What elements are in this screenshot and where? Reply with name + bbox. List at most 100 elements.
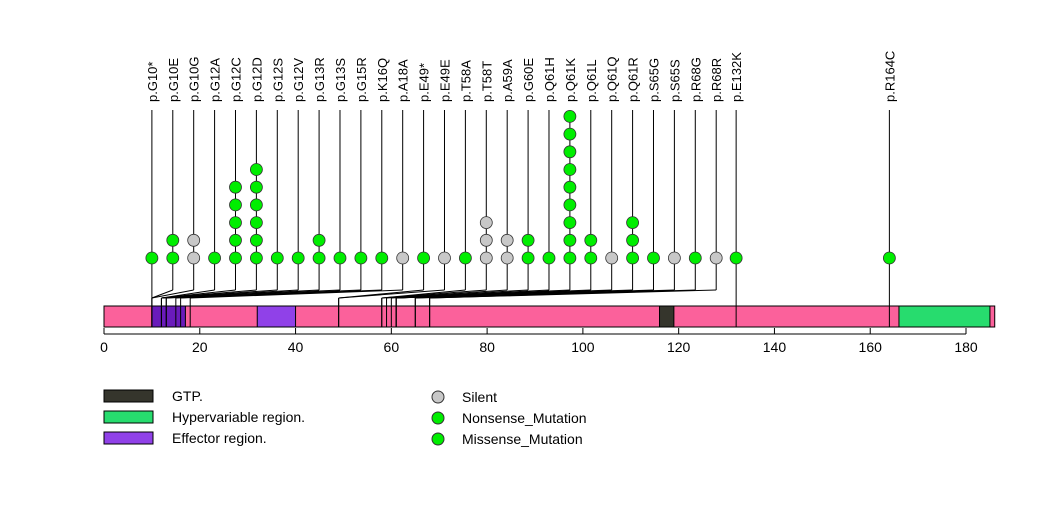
mutation-label: p.G12S: [270, 58, 285, 102]
axis-tick-label: 140: [763, 339, 787, 355]
mutation-label: p.G10*: [145, 62, 160, 102]
mutation-point: [709, 251, 723, 265]
domain-effector-region: [256, 305, 297, 328]
mutation-point: [563, 145, 577, 159]
domain-gtp: [659, 305, 675, 328]
mutation-point: [208, 251, 221, 265]
mutation-label: p.K16Q: [375, 58, 390, 102]
mutation-point: [729, 251, 743, 265]
mutation-point: [500, 233, 514, 247]
mutation-point: [396, 251, 410, 265]
mutation-label: p.T58T: [479, 61, 494, 102]
mutation-point: [500, 251, 514, 265]
mutation-label: p.G10G: [187, 56, 202, 102]
mutation-point: [312, 251, 326, 265]
axis-tick-label: 0: [100, 339, 108, 355]
mutation-point: [563, 216, 577, 230]
mutation-label: p.Q61Q: [605, 56, 620, 102]
mutation-label: p.Q61H: [542, 57, 557, 102]
mutation-point: [882, 251, 896, 265]
mutation-point: [249, 180, 263, 194]
axis-tick-label: 120: [667, 339, 691, 355]
axis-tick-label: 60: [384, 339, 400, 355]
mutation-label: p.E132K: [729, 52, 744, 102]
mutation-point: [605, 251, 619, 265]
mutation-point: [647, 251, 660, 265]
mutation-label: p.E49E: [437, 59, 452, 102]
legend-swatch: [103, 410, 154, 424]
mutation-point: [375, 251, 389, 265]
stem-connector: [338, 289, 445, 299]
axis-tick-label: 80: [479, 339, 495, 355]
axis-tick-label: 20: [192, 339, 208, 355]
mutation-label: p.G13S: [333, 58, 348, 102]
mutation-point: [166, 233, 180, 247]
mutation-point: [542, 251, 556, 265]
mutation-point: [145, 251, 159, 265]
mutation-label: p.Q61L: [584, 59, 599, 102]
axis-tick-label: 180: [954, 339, 978, 355]
mutation-point: [291, 251, 305, 265]
mutation-label: p.G15R: [354, 57, 369, 102]
mutation-point: [249, 216, 263, 230]
mutation-point: [229, 233, 242, 247]
legend-label: Hypervariable region.: [172, 409, 305, 425]
mutation-label: p.T58A: [458, 60, 473, 102]
legend-swatch: [103, 431, 154, 445]
mutation-point: [626, 233, 639, 247]
mutation-point: [521, 233, 535, 247]
mutation-point: [667, 251, 681, 265]
mutation-point: [438, 251, 451, 265]
axis-tick-label: 40: [288, 339, 304, 355]
mutation-point: [688, 251, 702, 265]
mutation-label: p.A18A: [396, 59, 411, 102]
stem-connector: [151, 289, 194, 299]
mutation-point: [626, 251, 639, 265]
stem-connector: [396, 289, 633, 299]
mutation-label: p.R68G: [688, 57, 703, 102]
mutation-point: [458, 251, 472, 265]
mutation-point: [229, 180, 242, 194]
backbone-bar: [103, 305, 996, 328]
domain-hypervariable-region: [898, 305, 991, 328]
mutation-point: [626, 216, 639, 230]
legend-point: [431, 411, 445, 425]
mutation-label: p.S65S: [667, 59, 682, 102]
mutation-point: [584, 233, 598, 247]
mutation-point: [563, 163, 577, 176]
axis-tick-label: 160: [859, 339, 883, 355]
stem-connector: [429, 289, 717, 299]
mutation-point: [166, 251, 180, 265]
mutation-label: p.G12A: [208, 58, 223, 102]
mutation-label: p.E49*: [417, 63, 432, 102]
legend-label: Missense_Mutation: [462, 431, 583, 447]
mutation-point: [229, 216, 242, 230]
mutation-label: p.G60E: [521, 58, 536, 102]
stems-layer: [151, 110, 890, 306]
mutation-point: [354, 251, 368, 265]
mutation-point: [563, 180, 577, 194]
mutation-label: p.S65G: [646, 58, 661, 102]
mutation-point: [479, 216, 493, 230]
legend-swatch: [103, 389, 154, 403]
mutation-point: [249, 251, 263, 265]
legend-label: Silent: [462, 389, 497, 405]
mutation-label: p.A59A: [500, 59, 515, 102]
legend-point: [431, 432, 445, 446]
mutation-point: [563, 251, 577, 265]
mutation-point: [312, 233, 326, 247]
mutation-label: p.G10E: [166, 58, 181, 102]
mutation-label: p.Q61R: [626, 57, 641, 102]
axis-tick-label: 100: [571, 339, 595, 355]
mutation-point: [229, 251, 242, 265]
legend: GTP. Hypervariable region. Effector region…: [103, 388, 587, 447]
legend-label: Nonsense_Mutation: [462, 410, 587, 426]
stem-connector: [151, 289, 173, 299]
stem-connector: [190, 289, 403, 299]
mutation-point: [521, 251, 535, 265]
legend-label: Effector region.: [172, 430, 267, 446]
x-axis: 0 20 40 60 80 100 120 140 160 180: [100, 328, 978, 355]
mutation-point: [417, 251, 430, 265]
mutation-point: [479, 251, 493, 265]
